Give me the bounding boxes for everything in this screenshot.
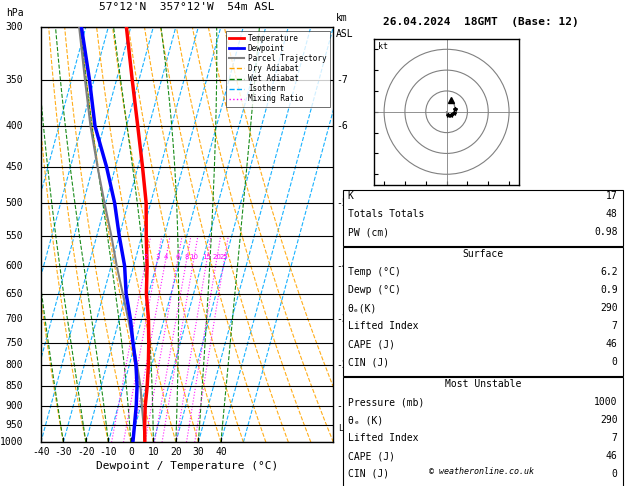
Text: 450: 450: [6, 162, 23, 172]
Text: CIN (J): CIN (J): [348, 469, 389, 479]
Text: 48: 48: [606, 209, 618, 220]
Text: Most Unstable: Most Unstable: [445, 379, 521, 389]
Text: 650: 650: [6, 289, 23, 298]
Text: Mixing Ratio (g/kg): Mixing Ratio (g/kg): [345, 208, 354, 303]
Text: -2: -2: [337, 360, 348, 370]
Text: 400: 400: [6, 121, 23, 131]
Text: 1000: 1000: [594, 397, 618, 407]
Text: 25: 25: [220, 254, 229, 260]
Text: © weatheronline.co.uk: © weatheronline.co.uk: [429, 467, 533, 476]
Text: 800: 800: [6, 360, 23, 370]
Text: Lifted Index: Lifted Index: [348, 321, 418, 331]
X-axis label: Dewpoint / Temperature (°C): Dewpoint / Temperature (°C): [96, 461, 278, 471]
Text: θₑ (K): θₑ (K): [348, 415, 383, 425]
Text: Pressure (mb): Pressure (mb): [348, 397, 424, 407]
Text: θₑ(K): θₑ(K): [348, 303, 377, 313]
Text: 1000: 1000: [0, 437, 23, 447]
Text: Surface: Surface: [462, 249, 503, 260]
Text: 850: 850: [6, 381, 23, 391]
Text: 600: 600: [6, 261, 23, 271]
Text: 900: 900: [6, 401, 23, 411]
Text: 0.9: 0.9: [600, 285, 618, 295]
Text: 0: 0: [612, 469, 618, 479]
Text: -5: -5: [337, 198, 348, 208]
Text: LCL: LCL: [338, 424, 353, 433]
Text: 300: 300: [6, 22, 23, 32]
Text: kt: kt: [378, 42, 388, 52]
Text: 950: 950: [6, 419, 23, 430]
Text: 6.2: 6.2: [600, 267, 618, 278]
Text: CIN (J): CIN (J): [348, 357, 389, 367]
Text: Lifted Index: Lifted Index: [348, 433, 418, 443]
Text: 350: 350: [6, 75, 23, 85]
Text: -7: -7: [337, 75, 348, 85]
Text: K: K: [348, 191, 353, 202]
Text: PW (cm): PW (cm): [348, 227, 389, 238]
Text: 750: 750: [6, 338, 23, 348]
Text: 15: 15: [203, 254, 211, 260]
Text: 7: 7: [612, 433, 618, 443]
Text: 290: 290: [600, 303, 618, 313]
Text: km: km: [337, 13, 348, 22]
Text: 6: 6: [175, 254, 180, 260]
Text: 550: 550: [6, 231, 23, 241]
Text: -1: -1: [337, 401, 348, 411]
Text: 500: 500: [6, 198, 23, 208]
Text: 7: 7: [612, 321, 618, 331]
Text: 57°12'N  357°12'W  54m ASL: 57°12'N 357°12'W 54m ASL: [99, 2, 275, 12]
Text: 0: 0: [612, 357, 618, 367]
Text: -6: -6: [337, 121, 348, 131]
Text: CAPE (J): CAPE (J): [348, 339, 395, 349]
Text: -4: -4: [337, 261, 348, 271]
Text: ASL: ASL: [337, 29, 354, 39]
Text: CAPE (J): CAPE (J): [348, 451, 395, 461]
Text: 3: 3: [155, 254, 160, 260]
Text: 4: 4: [164, 254, 168, 260]
Text: Totals Totals: Totals Totals: [348, 209, 424, 220]
Text: Temp (°C): Temp (°C): [348, 267, 401, 278]
Text: 46: 46: [606, 451, 618, 461]
Legend: Temperature, Dewpoint, Parcel Trajectory, Dry Adiabat, Wet Adiabat, Isotherm, Mi: Temperature, Dewpoint, Parcel Trajectory…: [226, 31, 330, 106]
Text: 17: 17: [606, 191, 618, 202]
Text: 290: 290: [600, 415, 618, 425]
Text: 2: 2: [144, 254, 148, 260]
Text: 26.04.2024  18GMT  (Base: 12): 26.04.2024 18GMT (Base: 12): [383, 17, 579, 27]
Text: 10: 10: [189, 254, 198, 260]
Text: 46: 46: [606, 339, 618, 349]
Text: 20: 20: [212, 254, 221, 260]
Text: 8: 8: [184, 254, 189, 260]
Text: hPa: hPa: [6, 8, 23, 18]
Text: -3: -3: [337, 314, 348, 324]
Text: 700: 700: [6, 314, 23, 324]
Text: Dewp (°C): Dewp (°C): [348, 285, 401, 295]
Text: 0.98: 0.98: [594, 227, 618, 238]
